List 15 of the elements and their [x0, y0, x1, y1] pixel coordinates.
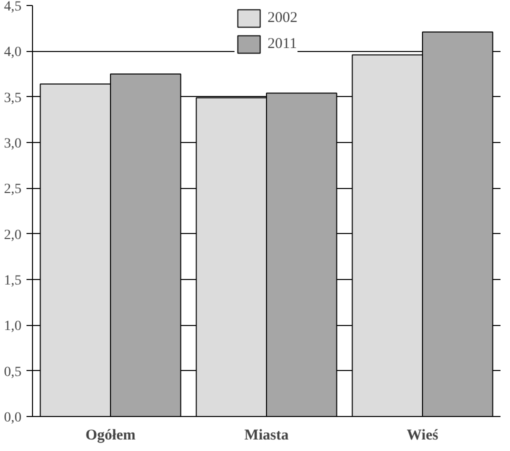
y-tick-label: 3,0 — [4, 136, 22, 152]
y-tick-label: 1,0 — [4, 319, 22, 334]
y-tick-label: 2,5 — [4, 182, 22, 198]
y-tick-label: 1,5 — [4, 274, 22, 288]
legend-label: 2002 — [268, 10, 298, 26]
y-tick-label: 4,5 — [4, 0, 22, 14]
y-tick-label: 2,0 — [4, 228, 22, 243]
legend-label: 2011 — [268, 36, 297, 52]
y-tick-label: 4,0 — [4, 45, 22, 60]
x-tick-label: Miasta — [244, 428, 290, 444]
y-tick-label: 3,5 — [4, 90, 22, 106]
y-tick-label: 0,5 — [4, 364, 22, 380]
x-tick-label: Wieś — [406, 428, 438, 444]
x-tick-label: Ogółem — [86, 428, 136, 444]
y-tick-label: 0,0 — [4, 410, 22, 426]
